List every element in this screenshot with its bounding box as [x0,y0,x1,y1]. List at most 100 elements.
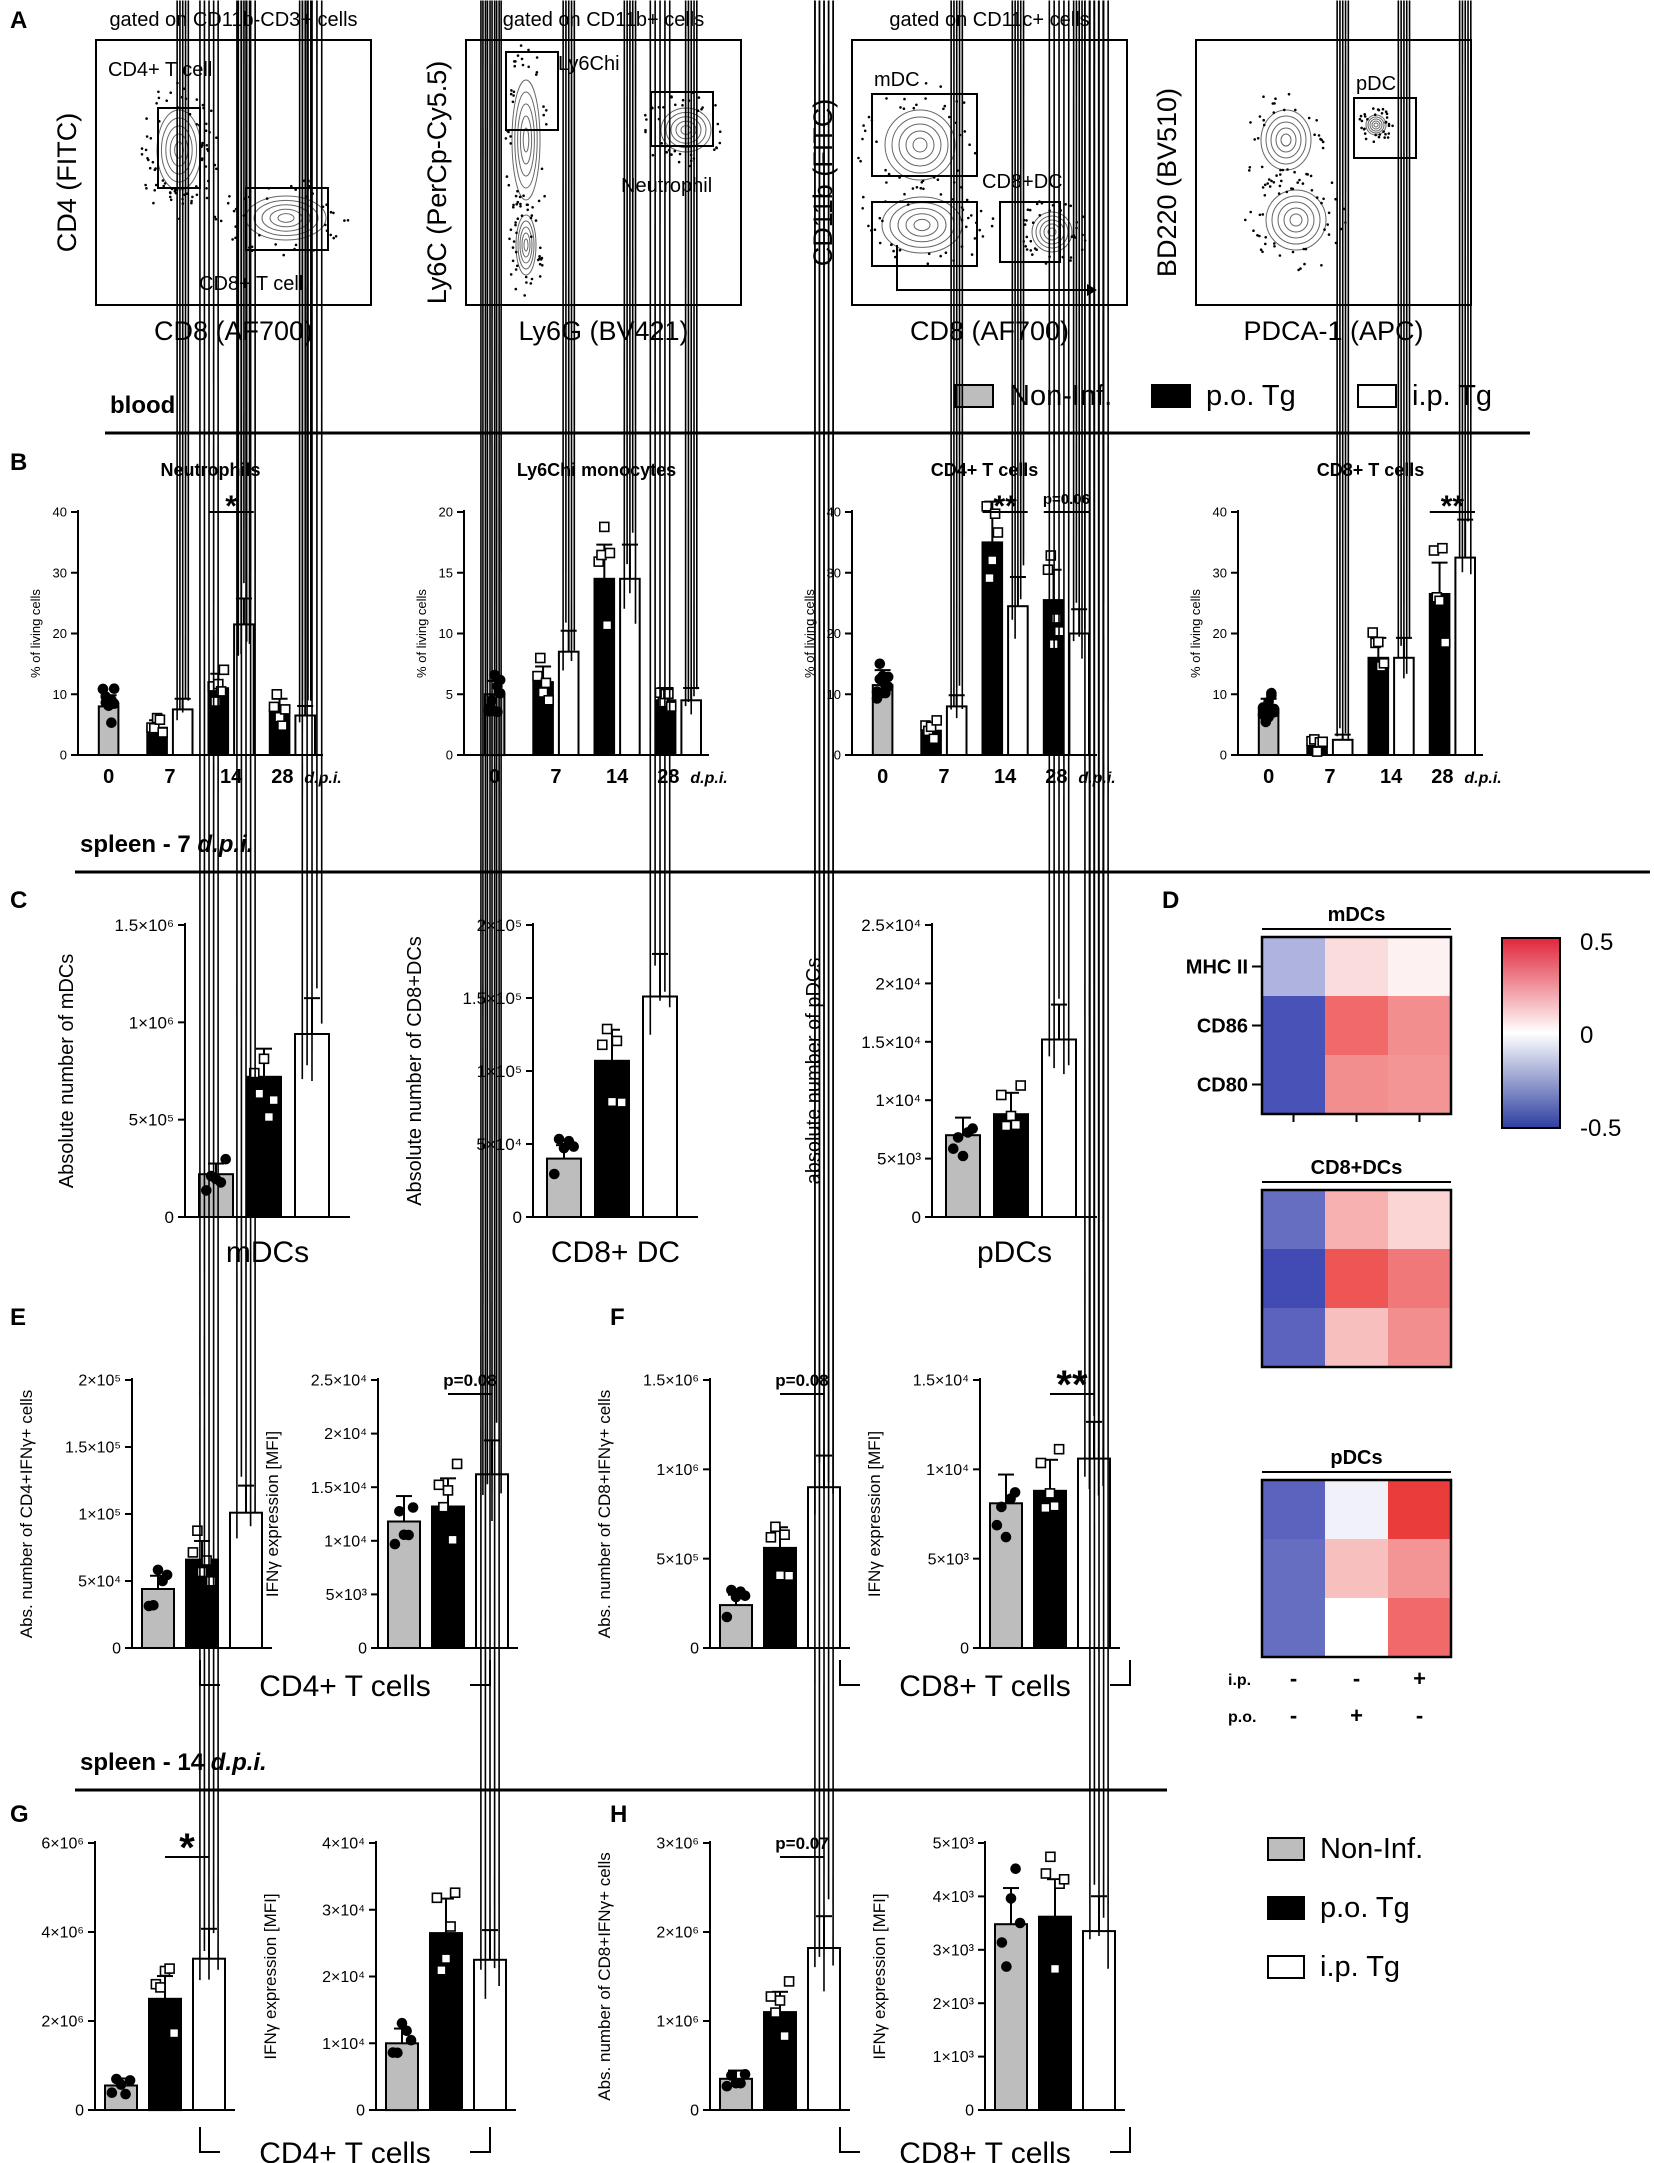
flow-event-dot [1373,113,1377,116]
density-contour [1369,118,1383,132]
data-point-B3 [871,686,883,698]
flow-event-dot [1029,249,1033,252]
heatmap-ip-sign-2: + [1413,1666,1426,1691]
flow-event-dot [978,228,981,232]
density-contour [269,208,303,228]
y-tick-label-B1: 20 [53,626,67,641]
x-unit-B3: d.p.i. [1078,770,1115,787]
chart-title-B4: CD8+ T cells [1317,460,1425,480]
flow-event-dot [1327,211,1331,215]
data-point-B4 [1378,657,1390,669]
flow-event-dot [1286,168,1289,171]
chart-title-B2: Ly6Chi monocytes [517,460,676,480]
bar-B4-3 [1367,656,1390,756]
x-tick-label-B2: 14 [606,766,629,788]
bar-C2-0 [546,1157,582,1218]
data-point-G2 [445,1921,456,1932]
data-point-H1 [774,1995,786,2006]
flow-event-dot [861,207,864,210]
flow-event-dot [1248,169,1251,172]
data-point-H2 [1049,1963,1061,1975]
flow-event-dot [1287,92,1291,96]
y-tick-label-B4: 40 [1213,505,1227,520]
legend-top-label-2: i.p. Tg [1412,380,1492,412]
flow-event-dot [329,233,333,237]
y-tick-label-B2: 20 [439,505,453,520]
flow-event-dot [200,143,204,147]
flow-event-dot [1326,223,1329,226]
flow-event-dot [161,179,165,182]
heatmap-title-2: pDCs [1330,1447,1382,1469]
density-contour [521,232,531,258]
flow-event-dot [1025,219,1028,222]
flow-event-dot [1320,201,1323,205]
flow-event-dot [512,240,516,243]
flow-event-dot [1275,174,1278,177]
data-point-G1 [120,2088,131,2100]
data-point-C2 [548,1168,560,1180]
gate-box [999,201,1061,263]
flow-event-dot [542,113,545,117]
heatmap-ip-sign-1: - [1353,1666,1360,1691]
data-point-B3 [1051,613,1062,624]
x-tick-label-B1: 0 [103,766,114,788]
flow-event-dot [527,65,530,69]
legend-bottom-swatch-0 [1267,1837,1305,1861]
flow-event-dot [343,219,346,222]
flow-event-dot [1320,264,1323,267]
flow-event-dot [519,202,522,206]
flow-event-dot [911,187,915,190]
bar-B1-4 [233,623,255,757]
flow-event-dot [651,153,655,157]
y-tick-label-E1: 5×10⁴ [78,1574,121,1591]
x-tick-label-B3: 0 [877,766,888,788]
flow-event-dot [205,187,208,190]
flow-event-dot [718,130,722,133]
data-point-C2 [558,1142,570,1154]
y-tick-label-G2: 3×10⁴ [322,1902,365,1919]
flow-event-dot [1281,168,1285,172]
data-point-E1 [201,1555,212,1566]
significance-label-B3: ** [993,490,1017,523]
heatmap-frame-1 [1260,1188,1453,1369]
flow-event-dot [1315,119,1318,122]
y-tick-label-B4: 20 [1213,626,1227,641]
data-point-B3 [925,721,937,733]
flow-plot-frame-2 [851,39,1128,306]
flow-event-dot [863,129,867,133]
density-contour [511,79,541,201]
data-point-H2 [1045,1851,1056,1863]
y-tick-label-H2: 4×10³ [933,1889,975,1906]
flow-event-dot [145,117,148,120]
flow-event-dot [1391,124,1394,128]
flow-event-dot [149,137,153,140]
density-contour [514,91,538,189]
x-label-C1: mDCs [226,1236,309,1269]
flow-event-dot [1317,134,1321,137]
flow-event-dot [228,195,231,198]
flow-event-dot [154,183,158,187]
density-contour [277,213,295,223]
x-tick-label-B3: 28 [1045,766,1067,788]
data-point-H1 [779,2030,790,2042]
data-point-F1 [765,1532,777,1543]
flow-event-dot [215,167,218,171]
density-contour [905,213,939,237]
flow-event-dot [1363,115,1367,118]
flow-event-dot [963,130,967,133]
heatmap-cell-0-0-2 [1388,937,1451,996]
flow-event-dot [201,141,204,145]
data-point-B2 [543,694,555,706]
flow-event-dot [250,245,254,249]
flow-event-dot [334,235,338,238]
y-tick-label-E1: 0 [112,1641,121,1658]
flow-event-dot [1360,119,1364,123]
y-tick-label-H2: 2×10³ [933,1996,975,2013]
data-point-G1 [168,2027,180,2039]
flow-event-dot [915,186,919,189]
y-tick-label-G2: 4×10⁴ [322,1836,365,1853]
data-point-C3 [1010,1119,1022,1131]
flow-event-dot [265,197,269,200]
flow-event-dot [1363,113,1366,116]
flow-event-dot [516,264,519,268]
